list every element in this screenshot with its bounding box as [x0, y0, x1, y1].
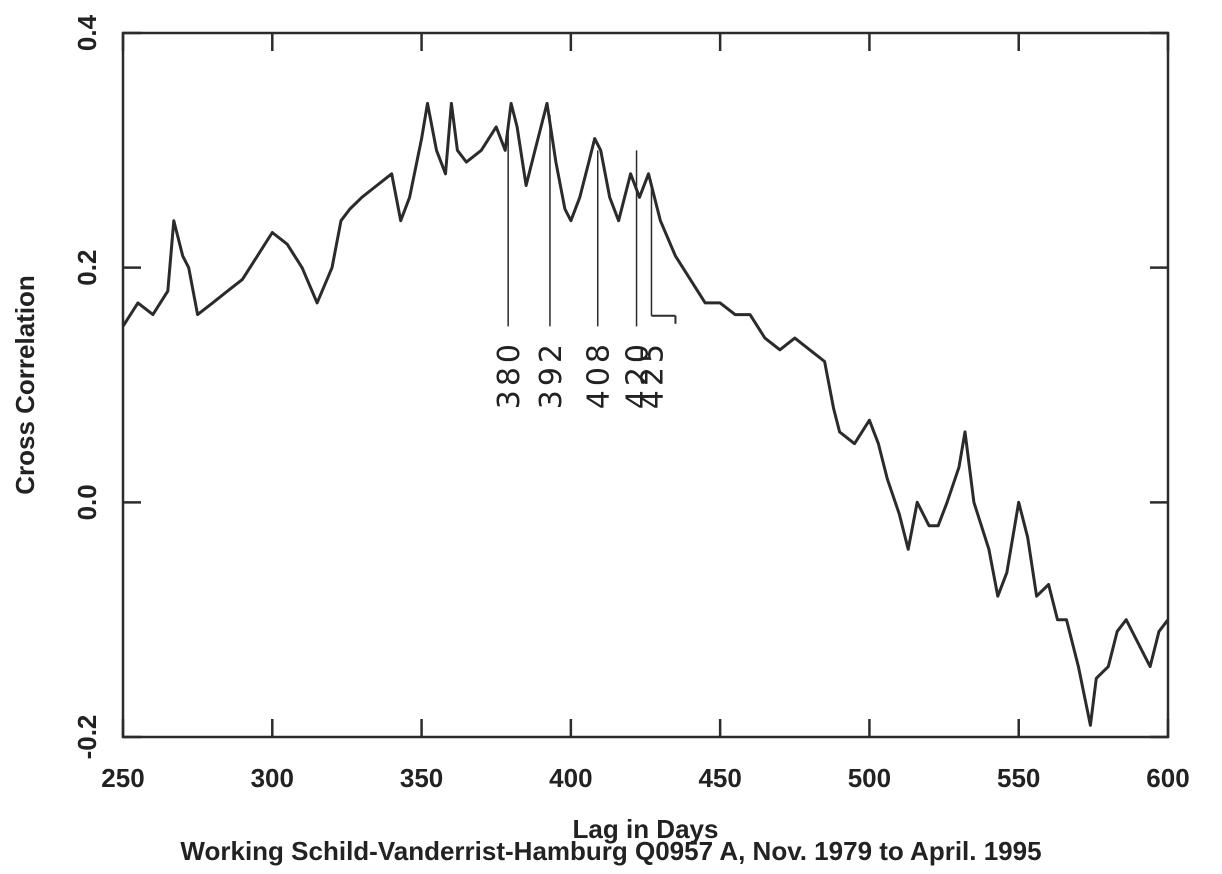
y-tick-labels: -0.2 0.0 0.2 0.4 — [72, 14, 102, 759]
x-tick-label: 550 — [997, 763, 1040, 793]
x-axis-label: Lag in Days — [573, 814, 719, 844]
y-tick-label: 0.0 — [72, 484, 102, 520]
lag-marker-label: 420 — [621, 340, 656, 409]
lag-marker-label: 408 — [582, 340, 617, 409]
chart-title: Working Schild-Vanderrist-Hamburg Q0957 … — [180, 836, 1042, 866]
y-axis-label: Cross Correlation — [10, 275, 40, 495]
y-tick-label: 0.2 — [72, 250, 102, 286]
x-tick-label: 350 — [400, 763, 443, 793]
x-tick-label: 250 — [101, 763, 144, 793]
plot-frame — [121, 31, 1170, 739]
lag-marker-label: 425 — [635, 340, 670, 409]
y-tick-label: 0.4 — [72, 14, 102, 51]
x-tick-label: 600 — [1146, 763, 1189, 793]
y-tick-label: -0.2 — [72, 715, 102, 760]
lag-marker-label: 392 — [534, 340, 569, 409]
x-tick-labels: 250 300 350 400 450 500 550 600 — [101, 763, 1189, 793]
series-line — [121, 101, 1170, 727]
x-tick-label: 300 — [251, 763, 294, 793]
x-tick-label: 450 — [698, 763, 741, 793]
x-tick-label: 500 — [848, 763, 891, 793]
axis-ticks — [121, 31, 1170, 739]
lag-marker-label: 380 — [492, 340, 527, 409]
x-tick-label: 400 — [549, 763, 592, 793]
